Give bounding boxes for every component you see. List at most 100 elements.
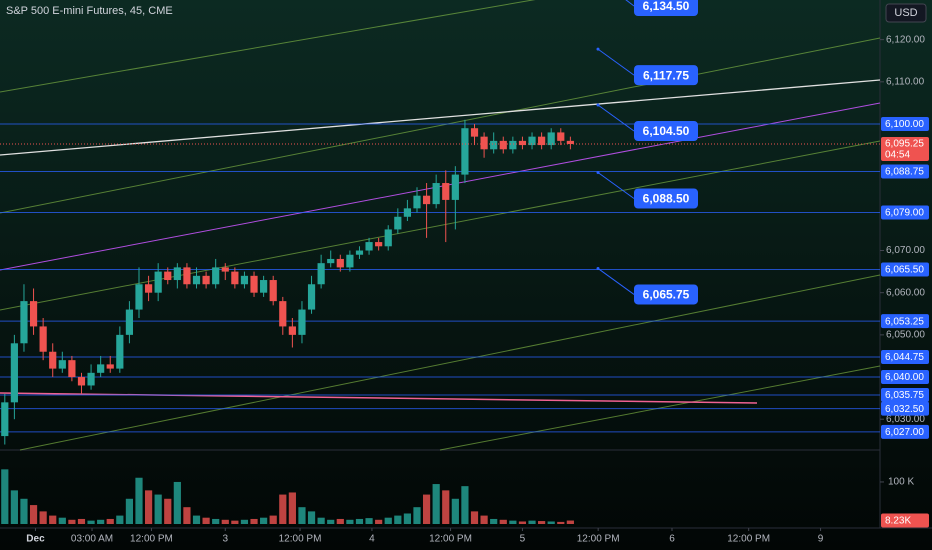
- candle-body: [518, 140, 527, 146]
- annotation-leader: [625, 0, 635, 7]
- volume-bar: [461, 486, 469, 524]
- countdown-label: 04:54: [885, 150, 910, 161]
- price-level-label: 6,035.75: [885, 390, 924, 401]
- last-price-box: [881, 137, 929, 162]
- volume-bar: [480, 515, 488, 524]
- annotation-box: [634, 0, 698, 16]
- candle-body: [375, 242, 383, 247]
- volume-bar: [422, 494, 431, 524]
- candle-body: [432, 183, 440, 205]
- candle-body: [212, 267, 220, 285]
- volume-bar: [365, 518, 373, 524]
- candle-body: [260, 280, 268, 293]
- candle-body: [442, 183, 450, 200]
- y-tick-label: 6,110.00: [886, 76, 925, 87]
- candle-body: [499, 140, 507, 150]
- annotation-box: [634, 284, 698, 305]
- volume-bar: [384, 517, 392, 524]
- volume-bar: [566, 520, 574, 524]
- candle-body: [10, 343, 18, 403]
- price-level-box: [881, 314, 929, 329]
- trend-line: [439, 365, 881, 451]
- annotation-leader: [597, 104, 635, 132]
- volume-bar: [499, 519, 507, 524]
- x-tick-label: 12:00 PM: [429, 534, 472, 545]
- candle-body: [365, 242, 373, 251]
- candle-body: [250, 275, 258, 293]
- candle-body: [288, 326, 296, 335]
- annotation-box: [634, 188, 698, 209]
- candle-body: [39, 326, 47, 352]
- candle-body: [221, 267, 229, 272]
- volume-bar: [97, 519, 105, 524]
- last-price-label: 6,095.25: [885, 139, 924, 150]
- volume-bar: [279, 494, 287, 524]
- price-level-label: 6,088.75: [885, 167, 924, 178]
- volume-bar: [250, 518, 258, 524]
- y-tick-label: 6,030.00: [886, 414, 925, 425]
- x-tick-label: 03:00 AM: [71, 534, 113, 545]
- candle-body: [298, 309, 306, 335]
- x-tick-label: Dec: [26, 534, 45, 545]
- annotation-leader: [597, 172, 635, 199]
- candle-body: [135, 284, 143, 310]
- volume-bar: [509, 520, 517, 524]
- candle-body: [307, 284, 316, 310]
- volume-bar: [125, 498, 134, 524]
- volume-bar: [192, 515, 201, 524]
- volume-bar: [490, 518, 498, 524]
- x-tick-label: 12:00 PM: [130, 534, 173, 545]
- volume-bar: [298, 507, 306, 524]
- annotation-label: 6,088.50: [643, 192, 690, 206]
- volume-bar: [375, 519, 383, 524]
- volume-bar: [269, 515, 277, 524]
- price-level-box: [881, 424, 929, 439]
- candle-body: [106, 364, 114, 369]
- candle-body: [192, 275, 201, 285]
- volume-bar: [144, 490, 153, 524]
- price-level-box: [881, 401, 929, 416]
- trend-line: [0, 102, 881, 271]
- price-level-box: [881, 116, 929, 131]
- candle-body: [231, 271, 239, 285]
- price-level-box: [881, 387, 929, 402]
- candle-body: [355, 250, 364, 255]
- volume-bar: [394, 515, 402, 524]
- candle-body: [317, 263, 325, 285]
- price-level-label: 6,040.00: [885, 372, 924, 383]
- volume-bar: [470, 511, 479, 524]
- y-tick-label: 6,120.00: [886, 34, 925, 45]
- volume-bar: [547, 521, 555, 524]
- candle-body: [327, 258, 335, 264]
- volume-last-label: 8.23K: [885, 516, 911, 527]
- currency-button[interactable]: [885, 3, 927, 23]
- candle-body: [384, 229, 392, 247]
- volume-bar: [355, 518, 364, 524]
- volume-bar: [221, 519, 229, 524]
- candle-body: [480, 136, 488, 150]
- price-level-box: [881, 350, 929, 365]
- volume-bar: [116, 515, 124, 524]
- volume-last-box: [881, 513, 929, 528]
- volume-bar: [68, 519, 76, 524]
- annotation-label: 6,104.50: [643, 124, 690, 138]
- candle-body: [1, 402, 9, 437]
- annotation-leader: [597, 48, 635, 76]
- trend-line: [0, 79, 881, 156]
- annotation-label: 6,065.75: [643, 288, 690, 302]
- x-tick-label: 6: [669, 534, 675, 545]
- volume-bar: [451, 498, 459, 524]
- y-tick-label: 6,050.00: [886, 330, 925, 341]
- y-tick-label: 6,070.00: [886, 245, 925, 256]
- volume-bar: [413, 507, 421, 524]
- candle-body: [528, 136, 536, 146]
- trend-line: [0, 0, 536, 93]
- chart-title: S&P 500 E-mini Futures, 45, CME: [6, 5, 173, 17]
- candle-body: [87, 372, 95, 386]
- candle-body: [394, 216, 402, 230]
- candle-body: [346, 254, 354, 268]
- candle-body: [125, 309, 134, 335]
- candle-body: [566, 140, 574, 145]
